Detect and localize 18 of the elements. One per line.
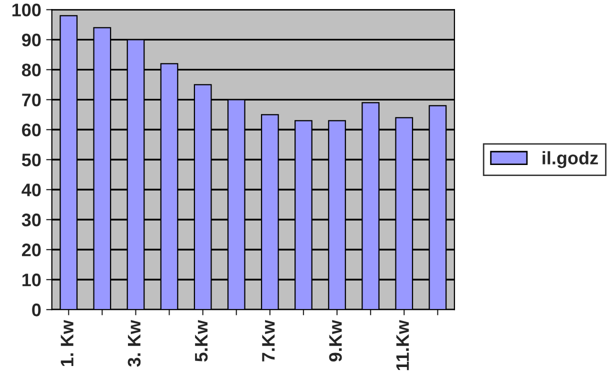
y-tick-label: 40	[22, 184, 41, 196]
y-tick-label: 60	[22, 124, 41, 136]
x-tick-label: 11.Kw	[396, 320, 409, 370]
y-tick-label: 0	[32, 304, 41, 316]
x-tick-label: 7.Kw	[262, 320, 275, 362]
y-tick-label: 50	[22, 154, 41, 166]
y-tick-label: 10	[22, 274, 41, 286]
y-tick-label: 20	[22, 244, 41, 256]
x-tick-label: 1. Kw	[60, 320, 74, 366]
x-tick-label: 3. Kw	[128, 320, 141, 367]
y-tick-label: 90	[22, 34, 41, 46]
x-tick-label: 9.Kw	[329, 320, 342, 362]
legend-label: il.godz	[542, 151, 598, 168]
y-tick-label: 80	[22, 64, 41, 76]
x-tick-label: 5.Kw	[195, 320, 208, 362]
y-tick-label: 100	[12, 4, 41, 16]
y-tick-label: 70	[22, 94, 41, 106]
y-tick-label: 30	[22, 214, 41, 226]
